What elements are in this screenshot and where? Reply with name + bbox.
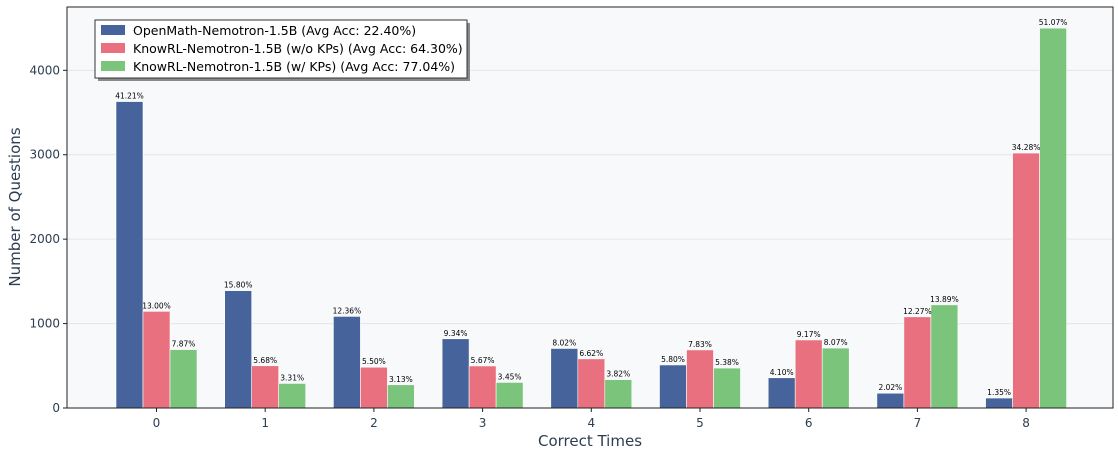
bar (821, 347, 850, 409)
bar-value-label: 9.17% (797, 330, 821, 339)
y-tick-label: 3000 (29, 148, 60, 162)
bar (577, 358, 606, 409)
bar-value-label: 13.89% (930, 295, 959, 304)
bar-value-label: 3.45% (498, 372, 522, 381)
bar-value-label: 3.13% (389, 375, 413, 384)
bar-value-label: 5.67% (471, 356, 495, 365)
bar (1039, 27, 1067, 409)
bar (794, 339, 823, 409)
bar (468, 365, 497, 409)
legend: OpenMath-Nemotron-1.5B (Avg Acc: 22.40%)… (94, 19, 470, 81)
bar-value-label: 3.31% (280, 373, 304, 382)
bar (441, 338, 470, 409)
bar (659, 364, 687, 409)
bar-value-label: 13.00% (142, 301, 171, 310)
legend-label-knowrl-w-kps: KnowRL-Nemotron-1.5B (w/ KPs) (Avg Acc: … (133, 59, 455, 74)
bar (1012, 152, 1040, 409)
bar-value-label: 34.28% (1012, 143, 1041, 152)
bar (278, 383, 307, 409)
legend-swatch-knowrl-wo-kps (101, 43, 125, 53)
x-axis-ticks: 0 1 2 3 4 5 6 7 8 (153, 408, 1030, 430)
bar-value-label: 8.07% (824, 338, 848, 347)
x-tick-label: 3 (479, 416, 487, 430)
bar-value-label: 8.02% (552, 338, 576, 347)
bar-value-label: 1.35% (987, 388, 1011, 397)
bar (495, 382, 524, 409)
bar (251, 365, 279, 409)
bar-labels: 41.21% 15.80% 12.36% 9.34% 8.02% 5.80% 4.10% 2.… (115, 18, 1067, 397)
bar-value-label: 12.27% (903, 307, 932, 316)
x-axis-label: Correct Times (538, 432, 642, 450)
bar (930, 304, 959, 409)
bar-value-label: 5.68% (253, 356, 277, 365)
bar (142, 311, 171, 409)
legend-box (94, 19, 468, 79)
bar (985, 397, 1013, 409)
bar (224, 290, 252, 409)
bar-value-label: 6.62% (579, 349, 603, 358)
bar-value-label: 7.87% (172, 340, 196, 349)
bar (115, 101, 144, 409)
bar-value-label: 5.38% (715, 358, 739, 367)
bar-value-label: 3.82% (606, 370, 630, 379)
bar (767, 377, 796, 409)
bar (333, 316, 361, 409)
bar (903, 316, 932, 409)
bar (876, 392, 905, 409)
y-tick-label: 0 (52, 401, 60, 415)
bar (604, 379, 633, 409)
bar (686, 349, 714, 409)
bar-value-label: 5.50% (362, 357, 386, 366)
bar-value-label: 4.10% (770, 368, 794, 377)
bar-value-label: 9.34% (444, 329, 468, 338)
y-tick-label: 1000 (29, 317, 60, 331)
x-tick-label: 8 (1022, 416, 1030, 430)
bar-value-label: 12.36% (333, 306, 362, 315)
x-tick-label: 4 (587, 416, 595, 430)
bar-value-label: 7.83% (688, 340, 712, 349)
x-tick-label: 2 (370, 416, 378, 430)
y-tick-label: 2000 (29, 232, 60, 246)
bar (713, 367, 741, 409)
bar-value-label: 2.02% (878, 383, 902, 392)
legend-swatch-knowrl-w-kps (101, 61, 125, 71)
legend-label-openmath: OpenMath-Nemotron-1.5B (Avg Acc: 22.40%) (133, 23, 416, 38)
legend-label-knowrl-wo-kps: KnowRL-Nemotron-1.5B (w/o KPs) (Avg Acc:… (133, 41, 463, 56)
y-axis-label: Number of Questions (6, 127, 24, 286)
x-tick-label: 5 (696, 416, 704, 430)
bar (387, 384, 415, 409)
bar-value-label: 5.80% (661, 355, 685, 364)
x-tick-label: 7 (914, 416, 922, 430)
bar (360, 366, 388, 409)
bar (169, 349, 198, 409)
plot-frame (66, 6, 1114, 409)
x-tick-label: 0 (153, 416, 161, 430)
y-tick-label: 4000 (29, 63, 60, 77)
x-tick-label: 1 (261, 416, 269, 430)
x-tick-label: 6 (805, 416, 813, 430)
legend-swatch-openmath (101, 25, 125, 35)
y-axis-ticks: 0 1000 2000 3000 4000 (29, 63, 67, 415)
bar-value-label: 15.80% (224, 281, 253, 290)
bar-value-label: 51.07% (1039, 18, 1068, 27)
bar-value-label: 41.21% (115, 92, 144, 101)
bar (550, 348, 579, 409)
